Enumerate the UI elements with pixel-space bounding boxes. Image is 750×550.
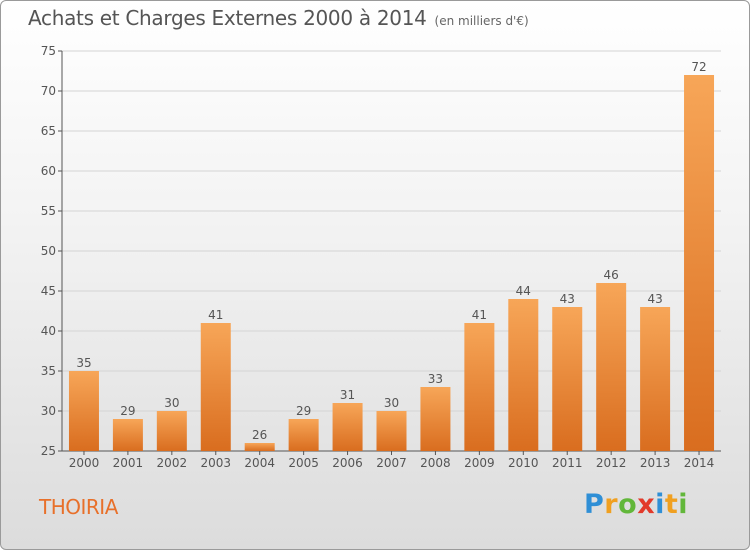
x-tick-label: 2006 [332, 456, 363, 470]
bar-value-label: 33 [428, 372, 443, 386]
y-tick-label: 55 [41, 204, 56, 218]
logo-letter: i [655, 489, 665, 520]
x-tick-label: 2001 [113, 456, 144, 470]
bar-value-label: 29 [296, 404, 311, 418]
bar [684, 75, 715, 451]
y-tick-label: 60 [41, 164, 56, 178]
bar-value-label: 30 [164, 396, 179, 410]
bar [68, 371, 99, 451]
chart-title: Achats et Charges Externes 2000 à 2014 (e… [28, 6, 529, 30]
bar-value-label: 44 [516, 284, 531, 298]
proxiti-logo: Proxiti [584, 489, 688, 520]
bar [508, 299, 539, 451]
commune-name: THOIRIA [39, 495, 118, 519]
logo-letter: i [678, 489, 689, 520]
bar [552, 307, 583, 451]
bar [376, 411, 407, 451]
x-tick-label: 2013 [640, 456, 671, 470]
bar-value-label: 35 [76, 356, 91, 370]
bar [420, 387, 451, 451]
y-tick-label: 65 [41, 124, 56, 138]
logo-letter: t [664, 489, 679, 520]
bar-value-label: 46 [604, 268, 619, 282]
x-tick-label: 2002 [157, 456, 188, 470]
y-tick-label: 50 [41, 244, 56, 258]
bar-value-label: 30 [384, 396, 399, 410]
bar [640, 307, 671, 451]
bar [596, 283, 627, 451]
x-tick-label: 2011 [552, 456, 583, 470]
y-tick-label: 35 [41, 364, 56, 378]
x-tick-label: 2000 [69, 456, 100, 470]
x-tick-label: 2010 [508, 456, 539, 470]
bar-value-label: 41 [208, 308, 223, 322]
x-tick-label: 2008 [420, 456, 451, 470]
bar [156, 411, 187, 451]
bar-value-label: 29 [120, 404, 135, 418]
chart-title-unit: (en milliers d'€) [434, 14, 529, 28]
y-tick-label: 70 [41, 84, 56, 98]
x-tick-label: 2009 [464, 456, 495, 470]
x-tick-label: 2012 [596, 456, 627, 470]
bar [332, 403, 363, 451]
bar [288, 419, 319, 451]
x-tick-label: 2004 [244, 456, 275, 470]
y-tick-label: 40 [41, 324, 56, 338]
bar [200, 323, 231, 451]
bar-value-label: 41 [472, 308, 487, 322]
bar [112, 419, 143, 451]
logo-letter: x [637, 489, 656, 520]
x-tick-label: 2014 [684, 456, 715, 470]
bar [464, 323, 495, 451]
y-tick-label: 25 [41, 444, 56, 458]
bar-value-label: 43 [647, 292, 662, 306]
chart-title-main: Achats et Charges Externes 2000 à 2014 [28, 6, 427, 30]
y-tick-label: 30 [41, 404, 56, 418]
x-tick-label: 2003 [200, 456, 231, 470]
logo-letter: o [618, 489, 638, 520]
bar-value-label: 43 [560, 292, 575, 306]
logo-letter: P [584, 489, 605, 520]
logo-letter: r [604, 489, 619, 520]
bar-value-label: 72 [691, 60, 706, 74]
bar-value-label: 31 [340, 388, 355, 402]
x-tick-label: 2005 [288, 456, 319, 470]
y-tick-label: 45 [41, 284, 56, 298]
y-tick-label: 75 [41, 44, 56, 58]
x-tick-label: 2007 [376, 456, 407, 470]
bar-value-label: 26 [252, 428, 267, 442]
bar [244, 443, 275, 451]
